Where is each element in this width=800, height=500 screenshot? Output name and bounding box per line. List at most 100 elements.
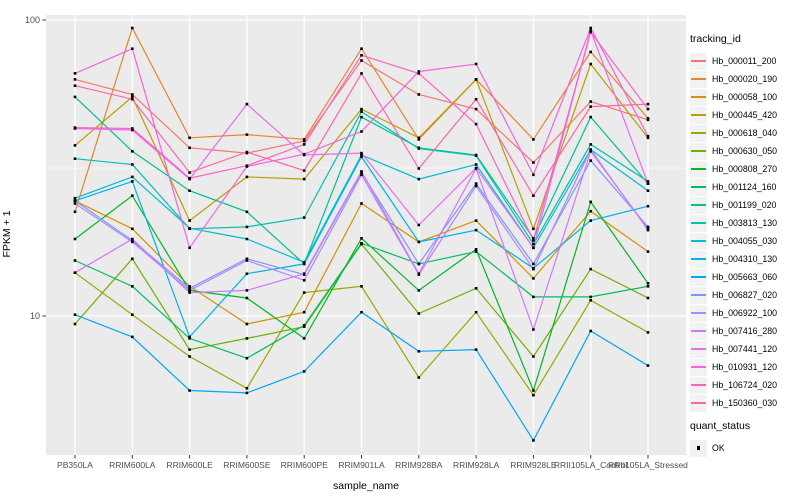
- legend-item-hb-005663-060: Hb_005663_060: [690, 268, 800, 286]
- data-point-hb-003813-130: [646, 180, 650, 183]
- data-point-hb-001199-020: [589, 115, 592, 119]
- data-point-hb-005663-060: [302, 370, 306, 373]
- data-point-hb-004310-130: [417, 240, 421, 244]
- data-point-hb-006922-100: [302, 279, 306, 282]
- legend-item-hb-000445-420: Hb_000445_420: [690, 106, 800, 124]
- data-point-hb-003813-130: [302, 216, 306, 219]
- data-point-hb-005663-060: [73, 313, 77, 316]
- data-point-hb-000808-270: [73, 237, 77, 241]
- data-point-hb-106724-020: [188, 176, 191, 180]
- legend-item-hb-000020-190: Hb_000020_190: [690, 70, 800, 88]
- legend-key-line: [690, 178, 707, 196]
- data-point-hb-006827-020: [532, 262, 535, 266]
- data-point-hb-001199-020: [360, 115, 363, 119]
- data-point-hb-007441-120: [474, 166, 478, 170]
- data-point-hb-000445-420: [73, 144, 77, 147]
- data-point-hb-005663-060: [589, 329, 592, 333]
- y-tick-label: 10: [30, 311, 40, 321]
- data-point-hb-150360-030: [417, 167, 421, 170]
- legend-item-hb-007441-120: Hb_007441_120: [690, 340, 800, 358]
- legend-key-line: [690, 286, 707, 304]
- legend-key-line-icon: [691, 114, 706, 116]
- legend-key-line: [690, 340, 707, 358]
- data-point-hb-003813-130: [532, 242, 535, 246]
- data-point-hb-006827-020: [646, 225, 650, 229]
- data-point-hb-000058-100: [360, 202, 363, 205]
- data-point-hb-000445-420: [188, 219, 191, 222]
- data-point-hb-007416-280: [646, 227, 650, 231]
- legend-item-hb-000808-270: Hb_000808_270: [690, 160, 800, 178]
- legend-key-line-icon: [691, 60, 706, 62]
- data-point-hb-000630-050: [532, 355, 535, 358]
- legend-items-tracking-id: Hb_000011_200 Hb_000020_190 Hb_000058_100 H…: [690, 52, 800, 412]
- data-point-hb-000058-100: [245, 322, 249, 326]
- data-point-hb-000630-050: [73, 322, 77, 326]
- data-point-hb-000011-200: [589, 100, 592, 103]
- legend-key-line-icon: [691, 132, 706, 134]
- legend-item-label: Hb_006827_020: [712, 290, 778, 300]
- data-point-hb-010931-120: [131, 47, 134, 50]
- legend-key-line: [690, 376, 707, 394]
- data-point-hb-150360-030: [474, 97, 478, 101]
- legend-key-line: [690, 142, 707, 160]
- data-point-hb-000618-040: [417, 376, 421, 379]
- data-point-hb-010931-120: [302, 152, 306, 156]
- data-point-hb-001124-160: [646, 285, 650, 288]
- legend-key-line-icon: [691, 150, 706, 152]
- legend-item-hb-006827-020: Hb_006827_020: [690, 286, 800, 304]
- data-point-hb-004310-130: [188, 335, 191, 339]
- data-point-hb-000020-190: [360, 47, 363, 50]
- data-point-hb-007416-280: [245, 289, 249, 292]
- data-point-hb-000808-270: [360, 237, 363, 240]
- data-point-hb-000808-270: [474, 248, 478, 251]
- data-point-hb-010931-120: [417, 70, 421, 73]
- data-point-hb-106724-020: [474, 122, 478, 126]
- legend-key-line-icon: [691, 402, 706, 404]
- data-point-hb-007441-120: [131, 128, 134, 132]
- legend-key-line: [690, 214, 707, 232]
- data-point-hb-004310-130: [302, 262, 306, 266]
- data-point-hb-005663-060: [646, 364, 650, 367]
- data-point-hb-007441-120: [360, 151, 363, 155]
- data-point-hb-007441-120: [589, 29, 592, 32]
- legend-item-label: Hb_000630_050: [712, 146, 778, 156]
- legend-key-line: [690, 160, 707, 178]
- legend-key-line: [690, 124, 707, 142]
- legend-item-label: Hb_000011_200: [712, 56, 777, 66]
- legend-key-line: [690, 52, 707, 70]
- legend-title-quant-status: quant_status: [690, 420, 751, 432]
- y-axis-title: FPKM + 1: [1, 210, 13, 258]
- data-point-hb-000020-190: [532, 138, 535, 141]
- data-point-hb-106724-020: [360, 54, 363, 57]
- data-point-hb-000618-040: [302, 291, 306, 294]
- data-point-hb-000808-270: [532, 389, 535, 392]
- legend-key-line-icon: [691, 258, 706, 260]
- data-point-hb-000445-420: [131, 95, 134, 99]
- data-point-hb-106724-020: [302, 143, 306, 146]
- legend-key-line: [690, 358, 707, 376]
- data-point-hb-000445-420: [532, 227, 535, 231]
- data-point-hb-000808-270: [131, 194, 134, 197]
- data-point-hb-000618-040: [532, 393, 535, 397]
- data-point-hb-010931-120: [646, 134, 650, 138]
- data-point-hb-006827-020: [589, 159, 592, 162]
- data-point-hb-000020-190: [188, 136, 191, 140]
- data-point-hb-001124-160: [245, 356, 249, 360]
- data-point-hb-006922-100: [245, 259, 249, 262]
- legend-key-line: [690, 394, 707, 412]
- data-point-hb-005663-060: [188, 389, 191, 392]
- legend-key-line-icon: [691, 240, 706, 242]
- data-point-hb-001124-160: [131, 285, 134, 288]
- data-point-hb-000011-200: [73, 78, 77, 81]
- data-point-hb-004055-030: [73, 196, 77, 200]
- x-tick-label: RRIM928LA: [453, 460, 500, 470]
- data-point-hb-001124-160: [73, 259, 77, 262]
- data-point-hb-106724-020: [417, 72, 421, 75]
- data-point-hb-000058-100: [532, 277, 535, 280]
- legend-key-line-icon: [691, 168, 706, 170]
- data-point-hb-001199-020: [245, 210, 249, 214]
- data-point-hb-006922-100: [589, 148, 592, 151]
- data-point-hb-000011-200: [360, 59, 363, 62]
- data-point-hb-000011-200: [532, 161, 535, 164]
